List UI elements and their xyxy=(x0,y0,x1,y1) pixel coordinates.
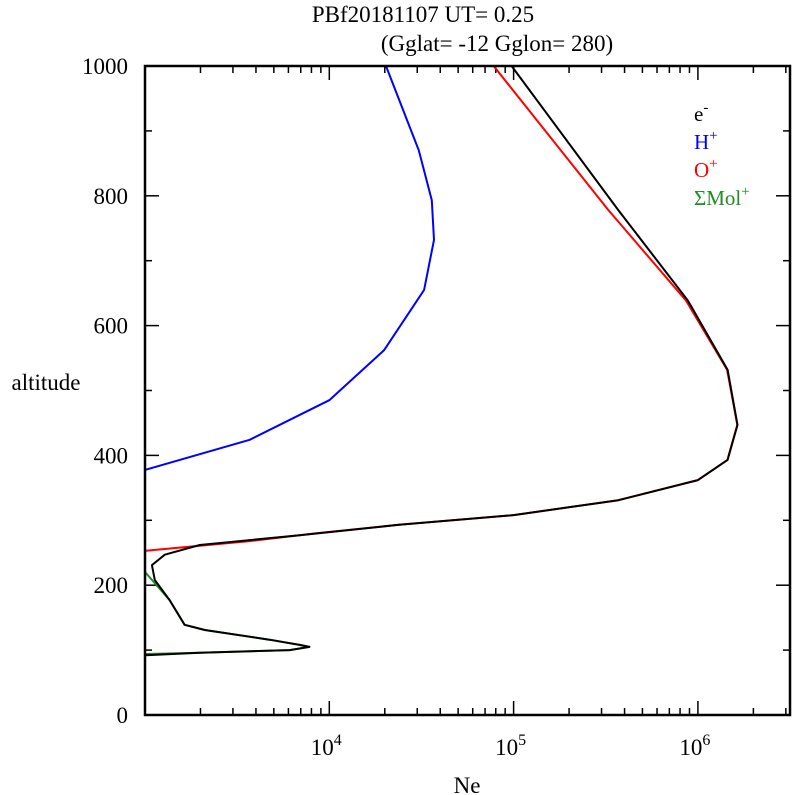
chart-subtitle: (Gglat= -12 Gglon= 280) xyxy=(381,31,613,56)
y-tick-label: 0 xyxy=(117,703,129,728)
y-tick-label: 600 xyxy=(94,314,129,339)
x-tick-label: 106 xyxy=(679,732,710,760)
chart-title: PBf20181107 UT= 0.25 xyxy=(312,2,534,27)
series-line-o xyxy=(145,65,739,552)
series-line-h xyxy=(145,65,435,471)
legend: e-H+O+ΣMol+ xyxy=(694,100,750,210)
legend-entry: O+ xyxy=(694,156,718,182)
y-tick-label: 400 xyxy=(94,443,129,468)
legend-entry: ΣMol+ xyxy=(694,184,750,210)
y-axis-label: altitude xyxy=(12,370,81,395)
x-tick-label: 105 xyxy=(495,732,526,760)
legend-entry: H+ xyxy=(694,128,718,154)
y-tick-label: 200 xyxy=(94,573,129,598)
x-axis-label: Ne xyxy=(454,773,481,795)
series-line-e xyxy=(145,65,739,657)
y-tick-label: 800 xyxy=(94,184,129,209)
y-tick-label: 1000 xyxy=(82,54,128,79)
legend-entry: e- xyxy=(694,100,708,126)
x-tick-label: 104 xyxy=(311,732,342,760)
plot-frame xyxy=(143,64,792,717)
